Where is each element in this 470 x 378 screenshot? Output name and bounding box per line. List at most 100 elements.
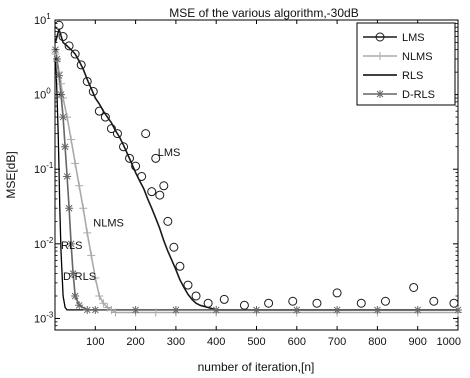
marker-lms-35 xyxy=(429,296,439,306)
marker-lms-3 xyxy=(70,49,80,59)
marker-d-rls-10 xyxy=(71,291,80,300)
x-tick-label-1000: 1000 xyxy=(437,336,461,348)
marker-lms-21 xyxy=(169,242,179,252)
marker-lms-7 xyxy=(94,106,104,116)
marker-nlms-10 xyxy=(83,228,92,237)
marker-lms-26 xyxy=(219,294,229,304)
marker-nlms-15 xyxy=(103,303,112,312)
legend-label-rls: RLS xyxy=(402,70,423,82)
y-tick-label--2: 10-2 xyxy=(34,236,54,251)
legend-label-d-rls: D-RLS xyxy=(402,89,435,101)
y-axis-label: MSE[dB] xyxy=(4,151,18,198)
marker-nlms-13 xyxy=(95,291,104,300)
marker-lms-32 xyxy=(356,298,366,308)
marker-lms-34 xyxy=(409,282,419,292)
x-tick-label-300: 300 xyxy=(167,336,185,348)
marker-nlms-8 xyxy=(75,181,84,190)
marker-lms-28 xyxy=(264,298,274,308)
series-line-nlms xyxy=(54,53,458,314)
marker-lms-15 xyxy=(141,129,151,139)
annotation-rls: RLS xyxy=(61,240,82,252)
legend: LMS NLMS RLS D-RLS xyxy=(356,22,456,106)
marker-nlms-9 xyxy=(79,204,88,213)
x-axis-label: number of iteration,[n] xyxy=(198,360,315,374)
marker-lms-30 xyxy=(312,298,322,308)
marker-d-rls-18 xyxy=(292,305,301,314)
legend-marker-lms xyxy=(375,32,385,42)
y-tick-label-0: 100 xyxy=(34,87,51,102)
x-tick-label-200: 200 xyxy=(126,336,144,348)
marker-nlms-4 xyxy=(59,94,68,103)
marker-lms-24 xyxy=(191,291,201,301)
marker-d-rls-17 xyxy=(252,305,261,314)
marker-d-rls-2 xyxy=(55,71,64,80)
marker-lms-18 xyxy=(155,190,165,200)
x-tick-label-700: 700 xyxy=(328,336,346,348)
marker-nlms-19 xyxy=(151,308,160,317)
marker-nlms-14 xyxy=(99,299,108,308)
marker-lms-11 xyxy=(119,142,129,152)
marker-nlms-11 xyxy=(87,251,96,260)
marker-d-rls-14 xyxy=(131,305,140,314)
marker-lms-20 xyxy=(163,216,173,226)
marker-lms-16 xyxy=(147,187,157,197)
marker-lms-13 xyxy=(131,161,141,171)
marker-d-rls-8 xyxy=(67,239,76,248)
marker-d-rls-22 xyxy=(454,305,462,314)
marker-lms-1 xyxy=(58,32,68,42)
marker-lms-4 xyxy=(76,60,86,70)
x-tick-label-800: 800 xyxy=(368,336,386,348)
marker-d-rls-21 xyxy=(413,305,422,314)
marker-d-rls-20 xyxy=(373,305,382,314)
marker-nlms-16 xyxy=(107,305,116,314)
marker-d-rls-4 xyxy=(59,113,68,122)
marker-lms-0 xyxy=(54,20,64,30)
marker-lms-2 xyxy=(64,41,74,51)
marker-lms-10 xyxy=(112,129,122,139)
marker-d-rls-13 xyxy=(91,305,100,314)
marker-d-rls-3 xyxy=(57,90,66,99)
marker-nlms-6 xyxy=(67,135,76,144)
annotation-d-rls: D-RLS xyxy=(63,271,96,283)
marker-lms-29 xyxy=(288,296,298,306)
marker-d-rls-12 xyxy=(83,305,92,314)
y-tick-label-1: 101 xyxy=(34,12,51,27)
marker-lms-31 xyxy=(332,288,342,298)
x-tick-label-500: 500 xyxy=(247,336,265,348)
axis-layer: 100 200 300 400 500 600 700 800 900 1000 10-3 10-2 1… xyxy=(34,12,461,348)
marker-lms-33 xyxy=(380,296,390,306)
marker-d-rls-9 xyxy=(69,269,78,278)
marker-lms-27 xyxy=(239,300,249,310)
marker-lms-22 xyxy=(175,261,185,271)
annotation-lms: LMS xyxy=(158,147,181,159)
legend-label-nlms: NLMS xyxy=(402,51,433,63)
marker-nlms-17 xyxy=(111,308,120,317)
marker-d-rls-11 xyxy=(75,301,84,310)
marker-d-rls-7 xyxy=(65,204,74,213)
x-tick-label-100: 100 xyxy=(86,336,104,348)
y-tick-label--3: 10-3 xyxy=(34,310,54,325)
marker-lms-5 xyxy=(82,76,92,86)
marker-lms-12 xyxy=(125,153,135,163)
marker-lms-36 xyxy=(449,298,459,308)
legend-marker-nlms xyxy=(376,52,384,60)
x-tick-label-600: 600 xyxy=(288,336,306,348)
marker-d-rls-19 xyxy=(333,305,342,314)
marker-lms-17 xyxy=(151,153,161,163)
annotation-layer: LMS NLMS RLS D-RLS xyxy=(61,147,180,283)
marker-d-rls-6 xyxy=(63,172,72,181)
marker-lms-6 xyxy=(88,87,98,97)
marker-lms-9 xyxy=(106,124,116,134)
legend-marker-d-rls xyxy=(376,90,384,98)
marker-lms-8 xyxy=(100,112,110,122)
marker-lms-14 xyxy=(137,171,147,181)
marker-d-rls-15 xyxy=(171,305,180,314)
marker-nlms-12 xyxy=(91,273,100,282)
y-tick-label--1: 10-1 xyxy=(34,161,54,176)
marker-d-rls-16 xyxy=(212,305,221,314)
marker-lms-23 xyxy=(183,280,193,290)
chart-title: MSE of the various algorithm,-30dB xyxy=(169,6,358,20)
marker-nlms-3 xyxy=(57,79,66,88)
